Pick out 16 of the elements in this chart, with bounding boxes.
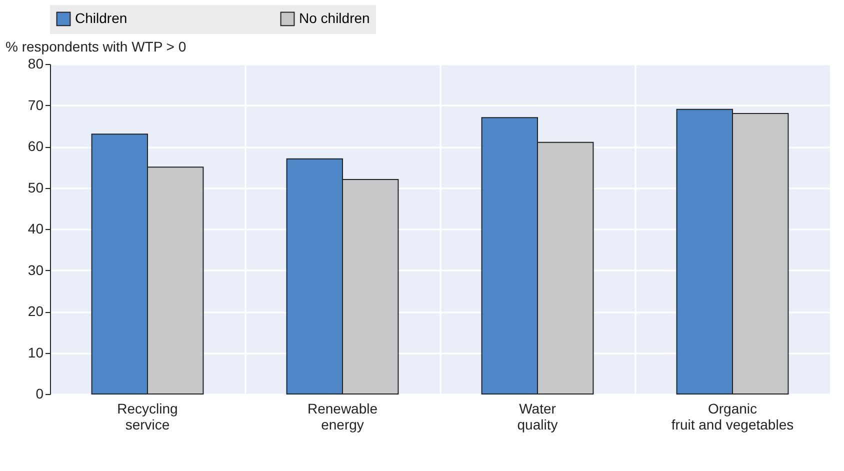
y-tick-label: 20 — [28, 303, 44, 319]
y-tick-label: 0 — [36, 386, 44, 402]
x-tick-label: Organic fruit and vegetables — [671, 400, 794, 432]
legend-label: Children — [75, 10, 128, 26]
y-tick-label: 30 — [28, 262, 44, 278]
y-tick-label: 50 — [28, 179, 44, 196]
y-tick-label: 10 — [28, 344, 44, 360]
y-axis-title: % respondents with WTP > 0 — [6, 38, 186, 54]
y-tick-label: 40 — [28, 220, 44, 236]
x-tick-label: Water quality — [517, 400, 558, 432]
y-tick-label: 80 — [28, 56, 44, 72]
legend-label: No children — [299, 10, 370, 26]
y-tick-label: 70 — [28, 96, 44, 113]
x-tick-label: Renewable energy — [307, 400, 378, 432]
y-tick-label: 60 — [28, 138, 44, 154]
x-tick-label: Recycling service — [117, 400, 178, 432]
